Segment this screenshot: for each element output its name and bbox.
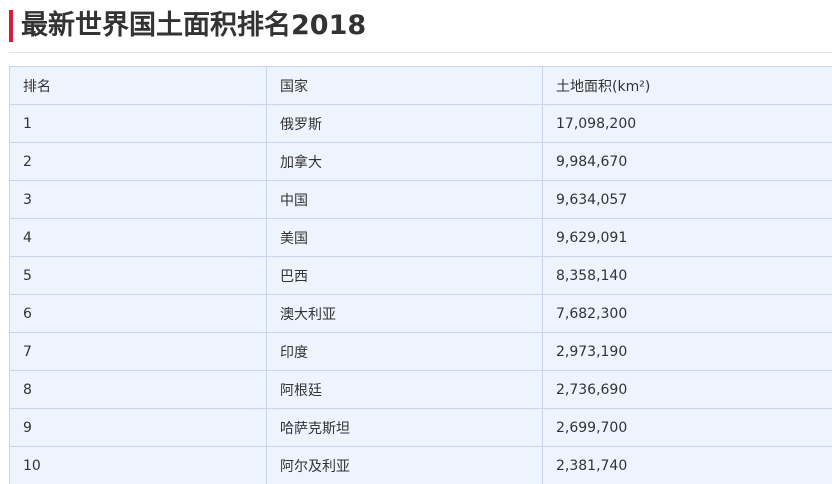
- table-row: 10 阿尔及利亚 2,381,740: [9, 446, 832, 484]
- rank-cell: 4: [9, 218, 267, 257]
- country-cell: 澳大利亚: [266, 294, 543, 333]
- area-cell: 2,736,690: [542, 370, 832, 409]
- header-rank: 排名: [9, 66, 267, 105]
- table-row: 2 加拿大 9,984,670: [9, 142, 832, 181]
- table-header-row: 排名 国家 土地面积(km²): [9, 66, 832, 105]
- table-row: 4 美国 9,629,091: [9, 218, 832, 257]
- area-ranking-table: 排名 国家 土地面积(km²) 1 俄罗斯 17,098,200 2 加拿大 9…: [9, 66, 832, 484]
- rank-cell: 10: [9, 446, 267, 484]
- header-country: 国家: [266, 66, 543, 105]
- country-cell: 印度: [266, 332, 543, 371]
- header-area: 土地面积(km²): [542, 66, 832, 105]
- area-cell: 17,098,200: [542, 104, 832, 143]
- country-cell: 阿根廷: [266, 370, 543, 409]
- area-cell: 9,634,057: [542, 180, 832, 219]
- table-row: 5 巴西 8,358,140: [9, 256, 832, 295]
- country-cell: 美国: [266, 218, 543, 257]
- country-cell: 哈萨克斯坦: [266, 408, 543, 447]
- country-cell: 阿尔及利亚: [266, 446, 543, 484]
- area-cell: 7,682,300: [542, 294, 832, 333]
- table-row: 8 阿根廷 2,736,690: [9, 370, 832, 409]
- table-row: 3 中国 9,634,057: [9, 180, 832, 219]
- table-row: 6 澳大利亚 7,682,300: [9, 294, 832, 333]
- rank-cell: 1: [9, 104, 267, 143]
- rank-cell: 6: [9, 294, 267, 333]
- country-cell: 巴西: [266, 256, 543, 295]
- table-row: 1 俄罗斯 17,098,200: [9, 104, 832, 143]
- country-cell: 加拿大: [266, 142, 543, 181]
- rank-cell: 5: [9, 256, 267, 295]
- country-cell: 俄罗斯: [266, 104, 543, 143]
- table-row: 9 哈萨克斯坦 2,699,700: [9, 408, 832, 447]
- title-accent-bar: [9, 10, 13, 42]
- area-cell: 2,973,190: [542, 332, 832, 371]
- rank-cell: 3: [9, 180, 267, 219]
- rank-cell: 2: [9, 142, 267, 181]
- rank-cell: 9: [9, 408, 267, 447]
- title-section: 最新世界国土面积排名2018: [9, 6, 832, 53]
- area-cell: 9,629,091: [542, 218, 832, 257]
- table-row: 7 印度 2,973,190: [9, 332, 832, 371]
- area-cell: 2,699,700: [542, 408, 832, 447]
- country-cell: 中国: [266, 180, 543, 219]
- area-cell: 2,381,740: [542, 446, 832, 484]
- rank-cell: 8: [9, 370, 267, 409]
- area-cell: 9,984,670: [542, 142, 832, 181]
- page-title: 最新世界国土面积排名2018: [21, 10, 367, 41]
- rank-cell: 7: [9, 332, 267, 371]
- area-cell: 8,358,140: [542, 256, 832, 295]
